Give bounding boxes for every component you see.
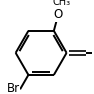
- Text: CH₃: CH₃: [52, 0, 70, 7]
- Text: O: O: [54, 8, 63, 21]
- Text: Br: Br: [6, 82, 20, 94]
